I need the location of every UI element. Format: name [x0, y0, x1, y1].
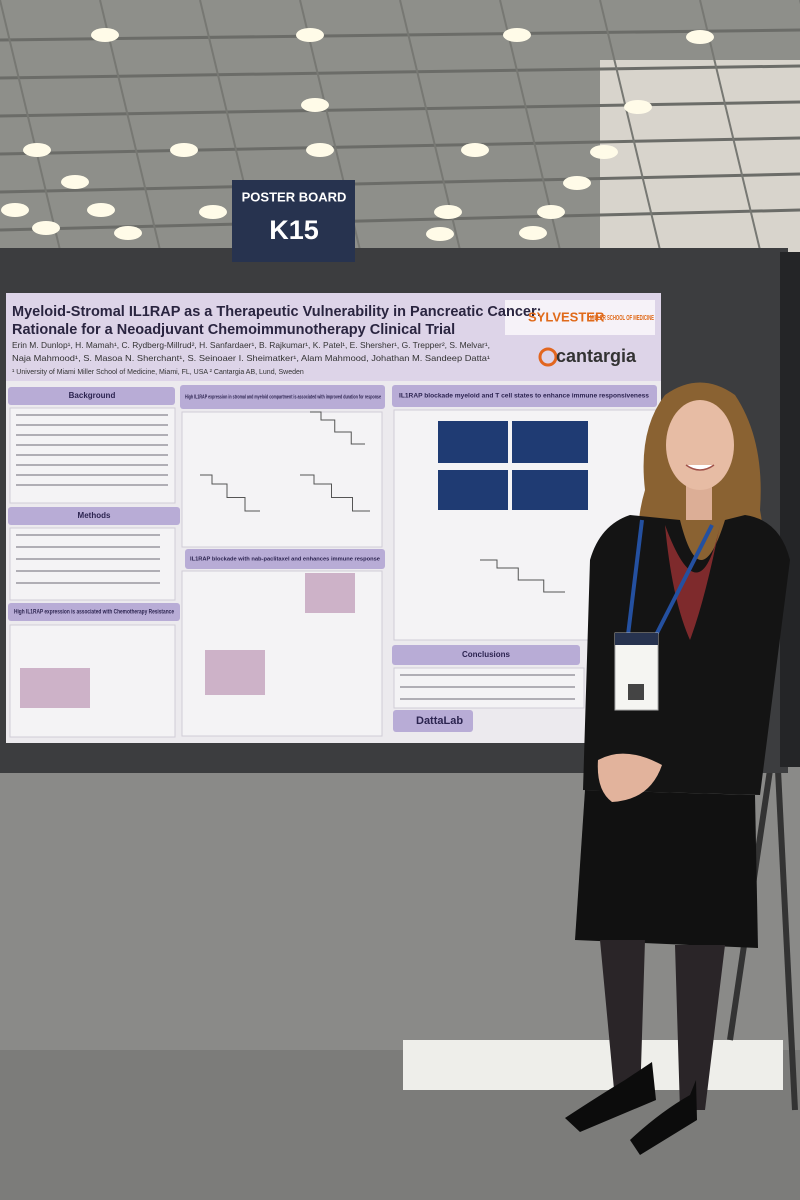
ceiling-light — [519, 226, 547, 240]
logo-sylvester: SYLVESTER — [528, 309, 605, 324]
survival-curve — [200, 474, 260, 512]
truss — [0, 64, 800, 80]
badge-band — [615, 633, 658, 645]
poster-title: Rationale for a Neoadjuvant Chemoimmunot… — [12, 322, 455, 338]
section-header: High IL1RAP expression is associated wit… — [14, 610, 175, 616]
micrograph — [512, 470, 588, 510]
shoes — [565, 1062, 697, 1155]
ceiling-light — [590, 145, 618, 159]
section-header: IL1RAP blockade myeloid and T cell state… — [399, 394, 650, 400]
logo-box — [505, 300, 655, 335]
authors: Erin M. Dunlop¹, H. Mamah¹, C. Rydberg-M… — [12, 341, 490, 350]
ceiling-light — [306, 143, 334, 157]
poster-title: Myeloid-Stromal IL1RAP as a Therapeutic … — [12, 304, 541, 320]
ceiling-light — [91, 28, 119, 42]
back-wall — [600, 60, 800, 260]
panel — [9, 527, 176, 601]
board-edge — [780, 252, 800, 767]
truss — [99, 0, 161, 251]
truss — [0, 0, 61, 251]
legs — [600, 940, 725, 1110]
micrograph — [438, 470, 508, 510]
section-header-bar — [8, 387, 175, 405]
poster-texts: POSTER BOARD K15 Myeloid-Stromal IL1RAP … — [12, 189, 654, 726]
sign — [232, 180, 355, 262]
ceiling-light — [1, 203, 29, 217]
skirt — [575, 790, 758, 948]
section-header: IL1RAP blockade with nab-paclitaxel and … — [190, 556, 380, 562]
ceiling-light — [199, 205, 227, 219]
badge — [614, 632, 659, 711]
ceiling-light — [537, 205, 565, 219]
section-header: Background — [69, 391, 116, 400]
section-header-bar — [180, 385, 385, 409]
figure-panel — [305, 573, 355, 613]
badge-qr — [628, 684, 644, 700]
ceiling-light — [686, 30, 714, 44]
section-header: High IL1RAP expression in stromal and my… — [185, 394, 381, 400]
truss — [0, 100, 800, 118]
truss — [0, 28, 800, 42]
affiliations: ¹ University of Miami Miller School of M… — [12, 369, 304, 376]
micrograph — [438, 421, 508, 463]
ceiling-light — [624, 100, 652, 114]
sign-code: K15 — [269, 215, 319, 245]
truss — [0, 136, 800, 156]
jacket — [583, 515, 790, 795]
section-header-bar — [392, 385, 657, 407]
section-header: Methods — [78, 511, 111, 520]
easel-leg — [775, 769, 798, 1111]
section-header-bar — [392, 645, 580, 665]
section-header-bar — [8, 603, 180, 621]
ceiling-light — [301, 98, 329, 112]
survival-curve — [310, 411, 365, 445]
sign-label: POSTER BOARD — [242, 189, 347, 204]
figure-panel — [205, 650, 265, 695]
ceiling-light — [434, 205, 462, 219]
authors: Naja Mahmood¹, S. Masoa N. Sherchant¹, S… — [12, 354, 490, 363]
section-header-bar — [185, 549, 385, 569]
blouse — [665, 525, 720, 640]
smile — [685, 464, 715, 471]
survival-curve — [300, 474, 370, 512]
ceiling-light — [87, 203, 115, 217]
platform — [403, 1040, 783, 1090]
ceiling-light — [296, 28, 324, 42]
ceiling-light — [114, 226, 142, 240]
panel — [393, 667, 585, 709]
section-header-bar — [393, 710, 473, 732]
ceiling-light — [461, 143, 489, 157]
micrograph — [512, 421, 588, 463]
survival-curve — [480, 559, 565, 593]
ceiling-light — [426, 227, 454, 241]
ceiling-light — [503, 28, 531, 42]
hands — [597, 753, 662, 802]
logo-school: MILLER SCHOOL OF MEDICINE — [590, 315, 654, 322]
panel — [181, 411, 383, 548]
section-header: Conclusions — [462, 650, 511, 659]
logo-lab: DattaLab — [416, 715, 463, 727]
section-header-bar — [8, 507, 180, 525]
ceiling-light — [170, 143, 198, 157]
figure-panel — [20, 668, 90, 708]
truss — [0, 172, 800, 194]
ceiling-light — [32, 221, 60, 235]
logo-mark — [538, 347, 558, 367]
face — [666, 400, 734, 490]
truss — [599, 0, 661, 251]
ceiling-light — [23, 143, 51, 157]
ceiling-light — [61, 175, 89, 189]
ceiling-light — [563, 176, 591, 190]
lanyard — [626, 519, 714, 636]
logo-company: cantargia — [556, 346, 637, 366]
